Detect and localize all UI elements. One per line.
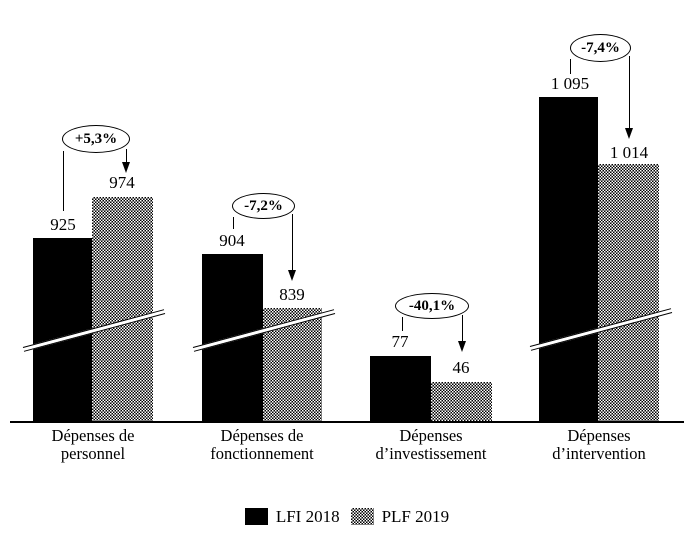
bar-plf-2019-investissement [431,382,492,421]
value-label-lfi-investissement: 77 [391,332,409,351]
connector-line-fonctionnement [233,217,235,229]
bar-plf-2019-fonctionnement [263,308,322,421]
value-label-lfi-fonctionnement: 904 [219,231,245,250]
down-arrow-head-personnel [122,162,130,173]
value-label-plf-intervention: 1 014 [609,143,649,162]
value-label-plf-personnel: 974 [109,173,135,192]
legend-label-lfi-2018: LFI 2018 [275,507,340,526]
category-label-line2: d’intervention [552,443,646,463]
legend-label-plf-2019: PLF 2019 [381,507,450,526]
value-label-lfi-personnel: 925 [50,215,76,234]
category-label-intervention: Dépenses d’intervention [514,427,684,462]
bar-lfi-2018-personnel [33,238,92,421]
legend-swatch-lfi-2018 [244,508,268,525]
value-label-plf-fonctionnement: 839 [279,285,305,304]
change-ellipse-fonctionnement: -7,2% [232,193,295,219]
category-label-line2: personnel [60,443,126,463]
category-label-line1: Dépenses [567,426,631,445]
legend-item-lfi-2018: LFI 2018 [244,507,340,526]
category-label-line1: Dépenses [399,426,463,445]
connector-line-investissement [402,317,404,331]
category-label-personnel: Dépenses de personnel [8,427,178,462]
down-arrow-investissement [462,315,464,342]
category-label-line1: Dépenses de [51,426,135,445]
x-axis-line [10,421,684,423]
legend-item-plf-2019: PLF 2019 [350,507,450,526]
bar-plf-2019-personnel [92,197,153,421]
down-arrow-fonctionnement [292,214,294,271]
value-label-lfi-intervention: 1 095 [550,74,590,93]
category-label-line2: d’investissement [375,443,487,463]
connector-line-intervention [570,59,572,74]
down-arrow-intervention [629,56,631,129]
connector-line-personnel [63,151,65,211]
value-label-plf-investissement: 46 [452,358,470,377]
change-ellipse-investissement: -40,1% [395,293,469,319]
bar-plf-2019-intervention [598,164,659,421]
change-ellipse-personnel: +5,3% [62,125,130,153]
bar-lfi-2018-investissement [370,356,431,421]
down-arrow-head-fonctionnement [288,270,296,281]
category-label-investissement: Dépenses d’investissement [346,427,516,462]
legend-swatch-plf-2019 [350,508,374,525]
category-label-fonctionnement: Dépenses de fonctionnement [177,427,347,462]
bar-lfi-2018-intervention [539,97,598,421]
category-label-line2: fonctionnement [210,443,314,463]
down-arrow-head-intervention [625,128,633,139]
legend: LFI 2018 PLF 2019 [0,508,694,525]
category-label-line1: Dépenses de [220,426,304,445]
change-ellipse-intervention: -7,4% [570,34,631,62]
down-arrow-personnel [126,149,128,163]
down-arrow-head-investissement [458,341,466,352]
